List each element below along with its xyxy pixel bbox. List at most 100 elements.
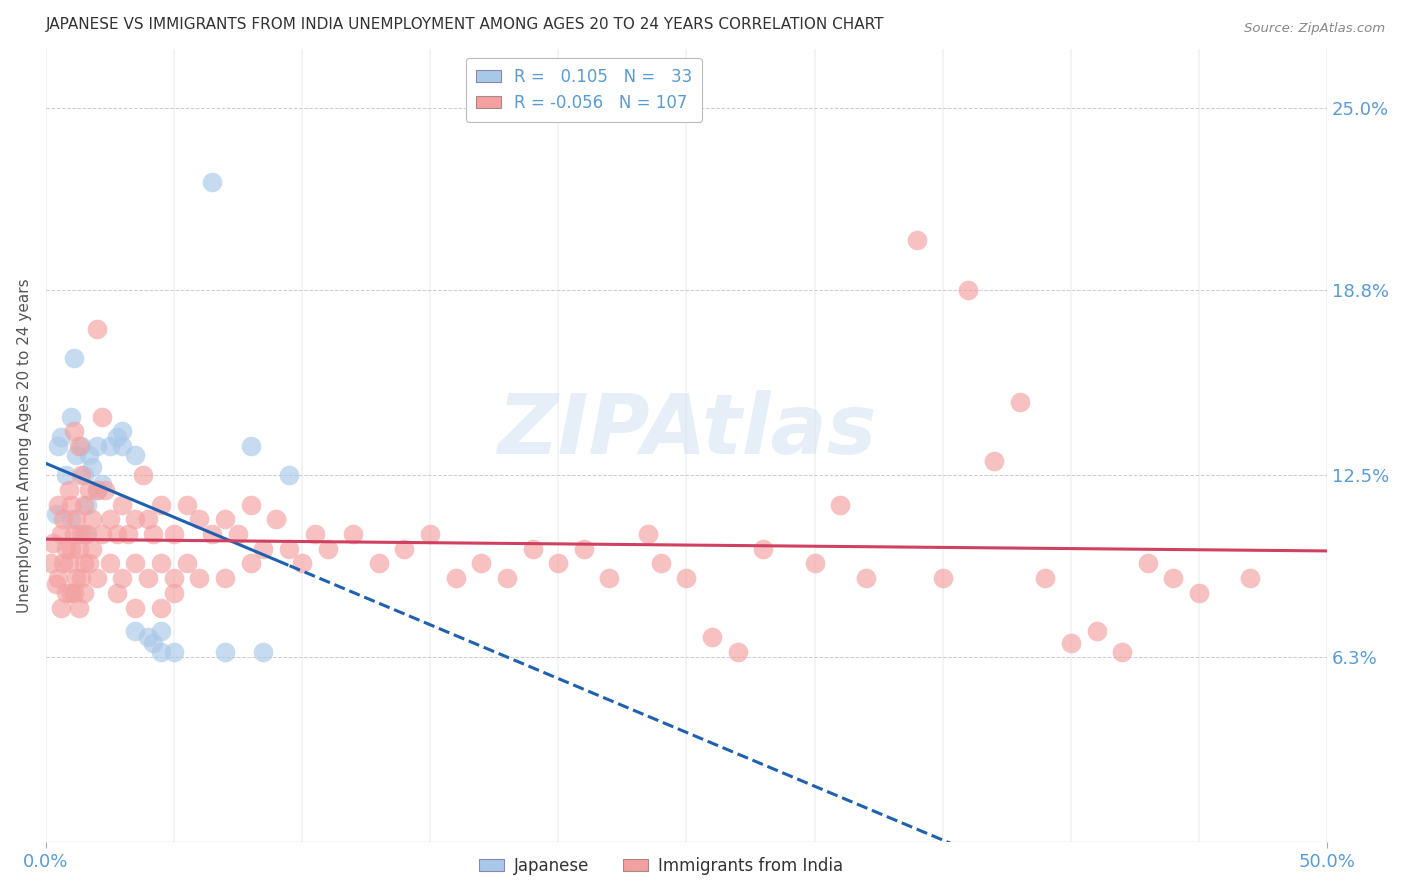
- Point: [124, 600, 146, 615]
- Point: [136, 571, 159, 585]
- Point: [70, 527, 93, 541]
- Point: [132, 468, 155, 483]
- Point: [264, 512, 287, 526]
- Point: [124, 512, 146, 526]
- Point: [42, 536, 65, 550]
- Point: [73, 586, 96, 600]
- Point: [73, 557, 96, 571]
- Point: [188, 512, 211, 526]
- Point: [136, 630, 159, 644]
- Point: [49, 527, 72, 541]
- Point: [60, 512, 83, 526]
- Point: [91, 409, 114, 424]
- Point: [58, 483, 80, 497]
- Point: [1033, 571, 1056, 585]
- Point: [675, 571, 697, 585]
- Point: [62, 527, 84, 541]
- Point: [65, 448, 87, 462]
- Point: [111, 571, 134, 585]
- Point: [176, 557, 198, 571]
- Point: [905, 234, 928, 248]
- Point: [239, 498, 262, 512]
- Point: [77, 557, 100, 571]
- Point: [830, 498, 852, 512]
- Text: ZIPAtlas: ZIPAtlas: [496, 390, 876, 471]
- Point: [111, 439, 134, 453]
- Point: [163, 586, 186, 600]
- Point: [522, 541, 544, 556]
- Text: JAPANESE VS IMMIGRANTS FROM INDIA UNEMPLOYMENT AMONG AGES 20 TO 24 YEARS CORRELA: JAPANESE VS IMMIGRANTS FROM INDIA UNEMPL…: [45, 17, 884, 32]
- Point: [65, 571, 87, 585]
- Point: [252, 644, 274, 658]
- Point: [394, 541, 416, 556]
- Point: [62, 351, 84, 365]
- Point: [45, 507, 67, 521]
- Point: [73, 498, 96, 512]
- Point: [49, 600, 72, 615]
- Point: [496, 571, 519, 585]
- Point: [60, 586, 83, 600]
- Point: [163, 527, 186, 541]
- Point: [62, 586, 84, 600]
- Point: [67, 600, 90, 615]
- Point: [70, 439, 93, 453]
- Point: [39, 557, 62, 571]
- Point: [58, 557, 80, 571]
- Point: [1188, 586, 1211, 600]
- Point: [142, 527, 165, 541]
- Point: [93, 483, 115, 497]
- Point: [76, 498, 98, 512]
- Point: [98, 512, 121, 526]
- Point: [70, 468, 93, 483]
- Point: [1163, 571, 1185, 585]
- Point: [1239, 571, 1261, 585]
- Point: [67, 541, 90, 556]
- Point: [111, 498, 134, 512]
- Point: [214, 571, 236, 585]
- Point: [86, 439, 108, 453]
- Point: [91, 527, 114, 541]
- Point: [52, 557, 75, 571]
- Point: [278, 541, 301, 556]
- Point: [60, 498, 83, 512]
- Point: [252, 541, 274, 556]
- Point: [572, 541, 595, 556]
- Point: [105, 527, 128, 541]
- Point: [105, 430, 128, 444]
- Point: [637, 527, 659, 541]
- Point: [214, 512, 236, 526]
- Point: [752, 541, 775, 556]
- Point: [73, 527, 96, 541]
- Point: [111, 425, 134, 439]
- Point: [598, 571, 620, 585]
- Point: [98, 557, 121, 571]
- Point: [60, 541, 83, 556]
- Point: [304, 527, 326, 541]
- Point: [124, 624, 146, 638]
- Point: [650, 557, 672, 571]
- Point: [86, 571, 108, 585]
- Point: [149, 644, 172, 658]
- Point: [86, 321, 108, 335]
- Point: [136, 512, 159, 526]
- Point: [49, 430, 72, 444]
- Point: [419, 527, 441, 541]
- Point: [201, 527, 224, 541]
- Point: [727, 644, 749, 658]
- Point: [80, 541, 103, 556]
- Point: [1085, 624, 1108, 638]
- Point: [149, 624, 172, 638]
- Point: [105, 586, 128, 600]
- Point: [239, 439, 262, 453]
- Point: [855, 571, 877, 585]
- Point: [86, 483, 108, 497]
- Point: [60, 409, 83, 424]
- Point: [226, 527, 249, 541]
- Point: [367, 557, 389, 571]
- Point: [149, 557, 172, 571]
- Point: [65, 512, 87, 526]
- Point: [176, 498, 198, 512]
- Point: [98, 439, 121, 453]
- Point: [45, 577, 67, 591]
- Point: [342, 527, 364, 541]
